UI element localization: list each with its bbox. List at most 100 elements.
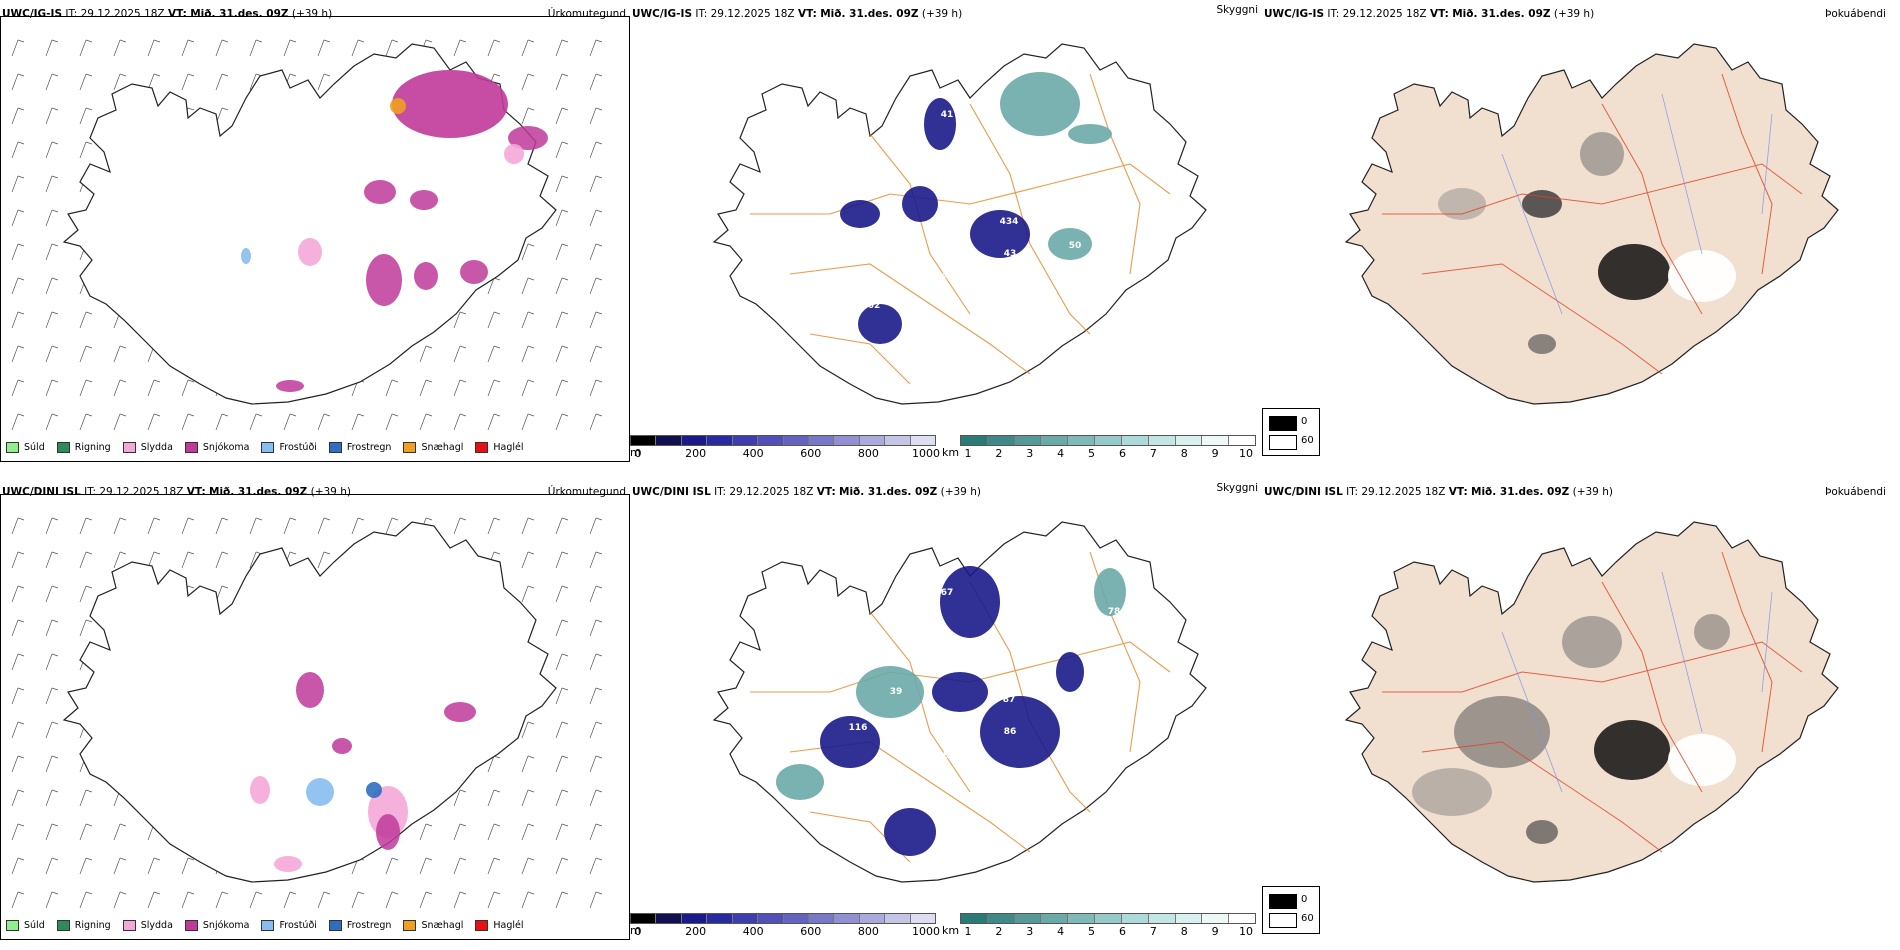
visibility-value-label: 280 (937, 751, 956, 761)
wind-barb (453, 891, 467, 909)
height-colorbar-cell (910, 436, 936, 445)
cloud-colorbar-cell (1014, 914, 1042, 923)
wind-barb (317, 413, 331, 431)
cloud-colorbar-tick-label: 2 (995, 447, 1003, 460)
snow-area (410, 190, 438, 210)
wind-barb (11, 39, 25, 57)
wind-barb (555, 585, 569, 603)
wind-barb (79, 107, 93, 125)
model-name: UWC/IG-IS (632, 8, 693, 20)
legend-item: Frostregn (328, 442, 391, 453)
wind-barb (555, 107, 569, 125)
fog-map (1344, 521, 1839, 883)
cloud-colorbar-tick-label: 7 (1149, 447, 1157, 460)
height-colorbar: 0 200 400 600 800 1000 (630, 913, 941, 943)
low-cloud-area (1094, 568, 1126, 616)
iceland-outline (1344, 43, 1839, 405)
wind-barb (521, 413, 535, 431)
wind-barb (11, 687, 25, 705)
road-line (1601, 103, 1703, 315)
legend-item: Súld (6, 920, 45, 931)
wind-barb (113, 39, 127, 57)
height-colorbar-cell (859, 914, 886, 923)
wind-barb (45, 585, 59, 603)
low-ceiling-area (840, 200, 880, 228)
cloud-colorbar-tick-label: 7 (1149, 925, 1157, 938)
issue-label: IT: (714, 486, 727, 498)
wind-barb (555, 517, 569, 535)
height-colorbar-tick-label: 200 (685, 447, 707, 460)
wind-barb (419, 891, 433, 909)
visibility-value-label: 434 (1000, 217, 1019, 227)
low-cloud-area (1000, 72, 1080, 136)
height-colorbar-tick-label: 800 (857, 925, 879, 938)
fog-shading (1438, 188, 1486, 220)
wind-barb (79, 379, 93, 397)
height-colorbar-ticks: 0 200 400 600 800 1000 (630, 925, 941, 939)
wind-barb (589, 141, 603, 159)
wind-barb (11, 721, 25, 739)
road-line (969, 103, 1091, 335)
wind-barb (317, 517, 331, 535)
legend-item: Rigning (56, 920, 111, 931)
wind-barb (351, 413, 365, 431)
fog-legend-dark-label: 0 (1301, 416, 1308, 427)
wind-barb (521, 585, 535, 603)
wind-barb (283, 39, 297, 57)
wind-barb (45, 39, 59, 57)
valid-time: Mið. 31.des. 09Z (190, 8, 289, 20)
wind-barb (215, 517, 229, 535)
fog-shading (1526, 820, 1558, 844)
wind-barb (487, 311, 501, 329)
height-colorbar-tick-label: 600 (800, 925, 822, 938)
wind-barb (11, 653, 25, 671)
legend-item: Haglél (475, 442, 524, 453)
cloud-colorbar-tick-label: 4 (1057, 447, 1065, 460)
legend-swatch (403, 442, 417, 453)
sleet-area (250, 776, 270, 804)
wind-barb (181, 551, 195, 569)
legend-label: Snjókoma (202, 442, 250, 453)
cloud-colorbar-cell (1095, 436, 1122, 445)
legend-swatch (122, 442, 136, 453)
wind-barb (487, 39, 501, 57)
road-network (1382, 73, 1803, 375)
legend-swatch (56, 442, 70, 453)
road-line (1721, 73, 1773, 275)
legend-swatch (328, 442, 342, 453)
visibility-title: Skyggni (1216, 4, 1259, 16)
snow-area (392, 70, 508, 138)
wind-barb (589, 857, 603, 875)
fog-map (1344, 43, 1839, 405)
height-colorbar-cell (681, 436, 708, 445)
low-ceiling-area (884, 808, 936, 856)
cloud-colorbar-ticks: 1 2 3 4 5 6 7 8 9 10 (960, 447, 1256, 461)
wind-barb (113, 379, 127, 397)
height-colorbar-tick-label: 800 (857, 447, 879, 460)
lead-time: (+39 h) (1553, 8, 1595, 20)
wind-barb (45, 721, 59, 739)
wind-barb (589, 345, 603, 363)
wind-barb (11, 141, 25, 159)
height-colorbar-cell (910, 914, 936, 923)
legend-label: Frostregn (346, 920, 392, 931)
fog-panel: UWC/IG-IS IT: 29.12.2025 18Z VT: Mið. 31… (1262, 0, 1892, 470)
road-line (1721, 551, 1773, 753)
wind-barb (555, 857, 569, 875)
road-line (1421, 741, 1663, 853)
height-colorbar-cell (681, 914, 708, 923)
wind-barb (181, 891, 195, 909)
wind-barb (181, 413, 195, 431)
visibility-value-label: 46 (917, 161, 930, 171)
lead-time: (+39 h) (940, 486, 981, 498)
wind-barb (249, 891, 263, 909)
legend-swatch (403, 920, 417, 931)
height-colorbar-cell (783, 436, 809, 445)
height-colorbar-cell (732, 914, 759, 923)
road-line (789, 263, 1031, 375)
river-network (1501, 571, 1773, 793)
wind-barb (589, 721, 603, 739)
snow-area (296, 672, 324, 708)
fog-title: Þokuábendi (1825, 486, 1886, 498)
visibility-value-label: 29 (1035, 189, 1048, 199)
